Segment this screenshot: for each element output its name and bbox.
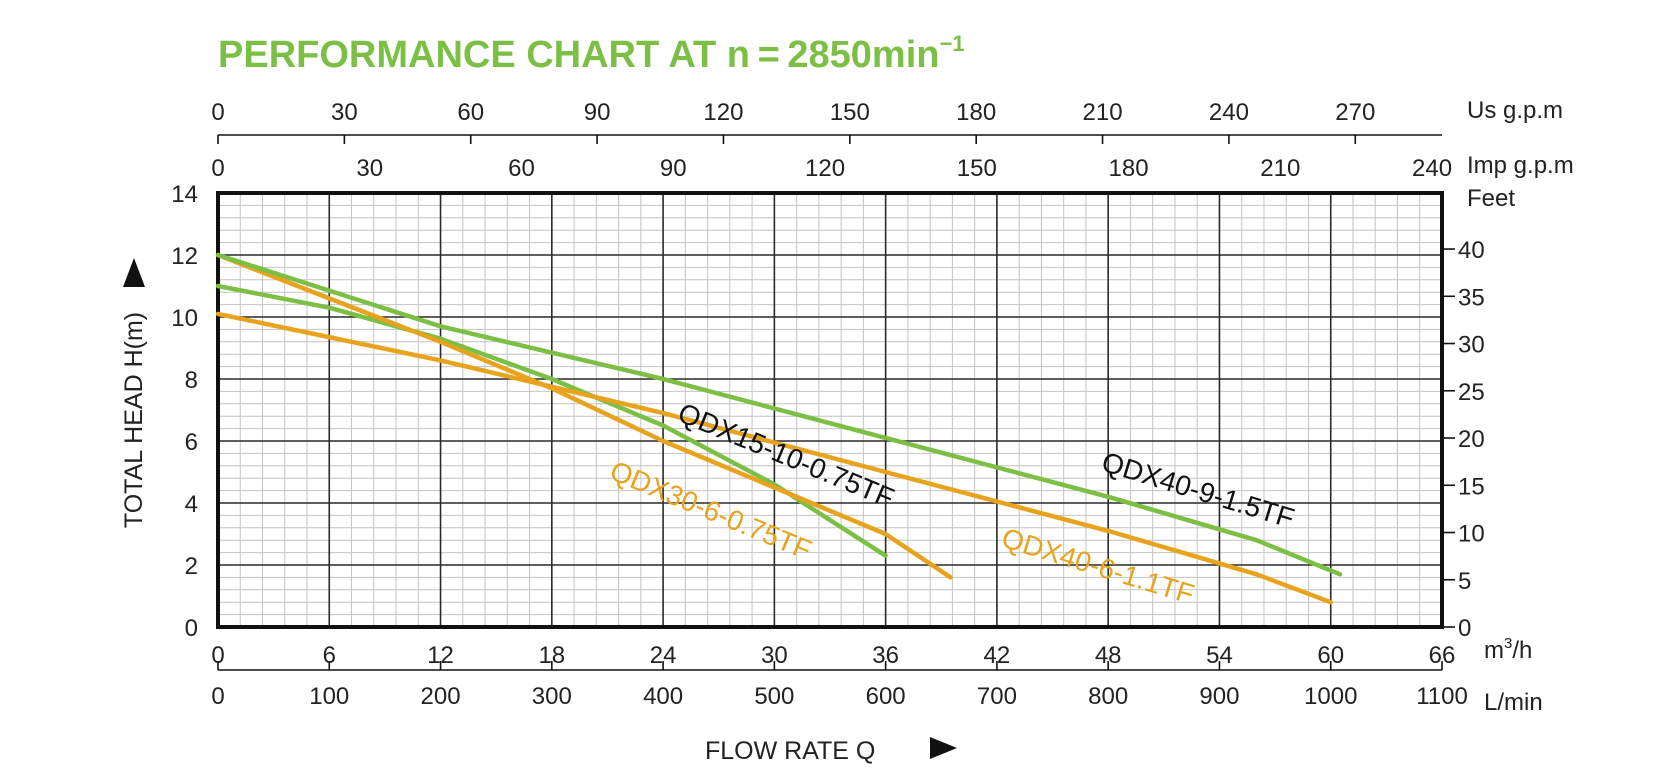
m3h-tick-label: 12 xyxy=(427,642,454,669)
usgpm-tick-label: 30 xyxy=(331,99,358,126)
head-tick-label: 8 xyxy=(185,367,198,394)
unit-usgpm: Us g.p.m xyxy=(1467,97,1563,124)
impgpm-tick-label: 90 xyxy=(660,155,687,182)
lmin-tick-label: 100 xyxy=(309,683,349,710)
axis-lines xyxy=(217,134,1455,671)
m3h-tick-label: 48 xyxy=(1095,642,1122,669)
usgpm-tick-label: 180 xyxy=(956,99,996,126)
m3h-tick-label: 54 xyxy=(1206,642,1233,669)
feet-tick-label: 0 xyxy=(1458,615,1471,642)
series-line-2 xyxy=(215,252,1343,577)
impgpm-tick-label: 180 xyxy=(1109,155,1149,182)
head-tick-label: 14 xyxy=(171,181,198,208)
unit-feet: Feet xyxy=(1467,185,1515,212)
triangle-up-icon xyxy=(123,258,145,287)
plot-frame xyxy=(216,191,1444,629)
lmin-tick-label: 800 xyxy=(1088,683,1128,710)
impgpm-tick-label: 60 xyxy=(508,155,535,182)
series-lines xyxy=(215,252,1343,605)
impgpm-tick-label: 150 xyxy=(957,155,997,182)
usgpm-tick-label: 60 xyxy=(457,99,484,126)
head-tick-label: 2 xyxy=(185,553,198,580)
impgpm-tick-label: 240 xyxy=(1412,155,1452,182)
usgpm-tick-label: 240 xyxy=(1209,99,1249,126)
impgpm-tick-label: 120 xyxy=(805,155,845,182)
head-tick-label: 12 xyxy=(171,243,198,270)
lmin-tick-label: 600 xyxy=(866,683,906,710)
impgpm-tick-label: 30 xyxy=(356,155,383,182)
major-grid xyxy=(218,193,1442,627)
lmin-tick-label: 500 xyxy=(754,683,794,710)
impgpm-tick-label: 210 xyxy=(1260,155,1300,182)
head-tick-label: 4 xyxy=(185,491,198,518)
lmin-tick-label: 1100 xyxy=(1416,683,1468,710)
usgpm-tick-label: 210 xyxy=(1083,99,1123,126)
m3h-tick-label: 36 xyxy=(872,642,899,669)
usgpm-tick-label: 120 xyxy=(703,99,743,126)
chart-title: PERFORMANCE CHART AT n = 2850min−1 xyxy=(218,31,965,76)
lmin-tick-label: 200 xyxy=(421,683,461,710)
feet-tick-label: 40 xyxy=(1458,237,1485,264)
lmin-tick-label: 700 xyxy=(977,683,1017,710)
feet-tick-label: 10 xyxy=(1458,521,1485,548)
usgpm-tick-label: 270 xyxy=(1335,99,1375,126)
usgpm-tick-label: 150 xyxy=(830,99,870,126)
impgpm-tick-label: 0 xyxy=(211,155,224,182)
head-tick-label: 10 xyxy=(171,305,198,332)
minor-grid xyxy=(218,193,1442,627)
usgpm-tick-label: 0 xyxy=(211,99,224,126)
lmin-tick-label: 900 xyxy=(1199,683,1239,710)
head-tick-label: 6 xyxy=(185,429,198,456)
feet-tick-label: 30 xyxy=(1458,332,1485,359)
m3h-tick-label: 24 xyxy=(650,642,677,669)
unit-impgpm: Imp g.p.m xyxy=(1467,152,1574,179)
series-line-3 xyxy=(215,311,1333,605)
m3h-tick-label: 6 xyxy=(323,642,336,669)
m3h-tick-label: 18 xyxy=(538,642,565,669)
feet-tick-label: 15 xyxy=(1458,473,1485,500)
feet-tick-label: 5 xyxy=(1458,568,1471,595)
lmin-tick-label: 0 xyxy=(211,683,224,710)
lmin-tick-label: 1000 xyxy=(1304,683,1357,710)
feet-tick-label: 35 xyxy=(1458,284,1485,311)
m3h-tick-label: 30 xyxy=(761,642,788,669)
series-line-0 xyxy=(215,283,888,558)
m3h-tick-label: 66 xyxy=(1429,642,1456,669)
unit-lmin: L/min xyxy=(1484,689,1543,716)
series-line-1 xyxy=(215,252,953,580)
unit-m3h: m3/h xyxy=(1484,635,1532,664)
feet-tick-label: 20 xyxy=(1458,426,1485,453)
lmin-tick-label: 300 xyxy=(532,683,572,710)
m3h-tick-label: 42 xyxy=(984,642,1011,669)
usgpm-tick-label: 90 xyxy=(584,99,611,126)
x-axis-label: FLOW RATE Q xyxy=(705,737,875,765)
triangle-right-icon xyxy=(930,737,957,759)
m3h-tick-label: 60 xyxy=(1317,642,1344,669)
y-axis-label: TOTAL HEAD H(m) xyxy=(120,312,148,528)
series-label-qdx30: QDX30-6-0.75TF xyxy=(606,455,816,566)
m3h-tick-label: 0 xyxy=(211,642,224,669)
head-tick-label: 0 xyxy=(185,615,198,642)
feet-tick-label: 25 xyxy=(1458,379,1485,406)
lmin-tick-label: 400 xyxy=(643,683,683,710)
series-label-qdx40-6: QDX40-6-1.1TF xyxy=(998,522,1198,610)
